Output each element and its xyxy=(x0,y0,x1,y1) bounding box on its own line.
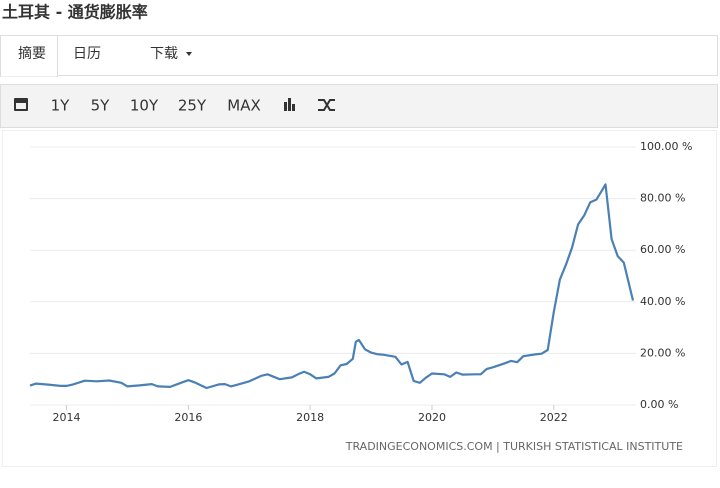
tab[interactable]: 下载 xyxy=(150,46,178,62)
y-tick-label: 0.00 % xyxy=(640,398,678,411)
range-button[interactable]: 1Y xyxy=(51,97,71,115)
calendar-icon[interactable] xyxy=(14,98,28,111)
x-tick-label: 2014 xyxy=(53,411,81,424)
y-tick-label: 80.00 % xyxy=(640,192,685,205)
chart-frame xyxy=(2,130,717,467)
bar-chart-icon[interactable] xyxy=(284,98,295,111)
x-tick-label: 2016 xyxy=(174,411,202,424)
caret xyxy=(186,52,192,56)
y-tick-label: 40.00 % xyxy=(640,295,685,308)
data-line xyxy=(29,183,635,390)
tab[interactable]: 摘要 xyxy=(18,45,46,62)
x-tick-label: 2020 xyxy=(418,411,446,424)
range-button[interactable]: 25Y xyxy=(178,97,207,115)
page-title: 土耳其 - 通货膨胀率 xyxy=(2,3,148,22)
shuffle-icon[interactable] xyxy=(318,99,335,111)
range-button[interactable]: 5Y xyxy=(91,97,111,115)
tab-bar xyxy=(0,35,718,76)
y-tick-label: 20.00 % xyxy=(640,346,685,359)
tab-active xyxy=(0,35,58,77)
toolbar xyxy=(0,84,718,128)
y-tick-label: 100.00 % xyxy=(640,140,692,153)
x-tick-label: 2018 xyxy=(296,411,324,424)
range-button[interactable]: MAX xyxy=(227,97,260,115)
x-tick-label: 2022 xyxy=(540,411,568,424)
range-button[interactable]: 10Y xyxy=(130,97,159,115)
tab[interactable]: 日历 xyxy=(73,46,101,62)
source: TRADINGECONOMICS.COM | TURKISH STATISTIC… xyxy=(345,440,683,453)
y-tick-label: 60.00 % xyxy=(640,243,685,256)
